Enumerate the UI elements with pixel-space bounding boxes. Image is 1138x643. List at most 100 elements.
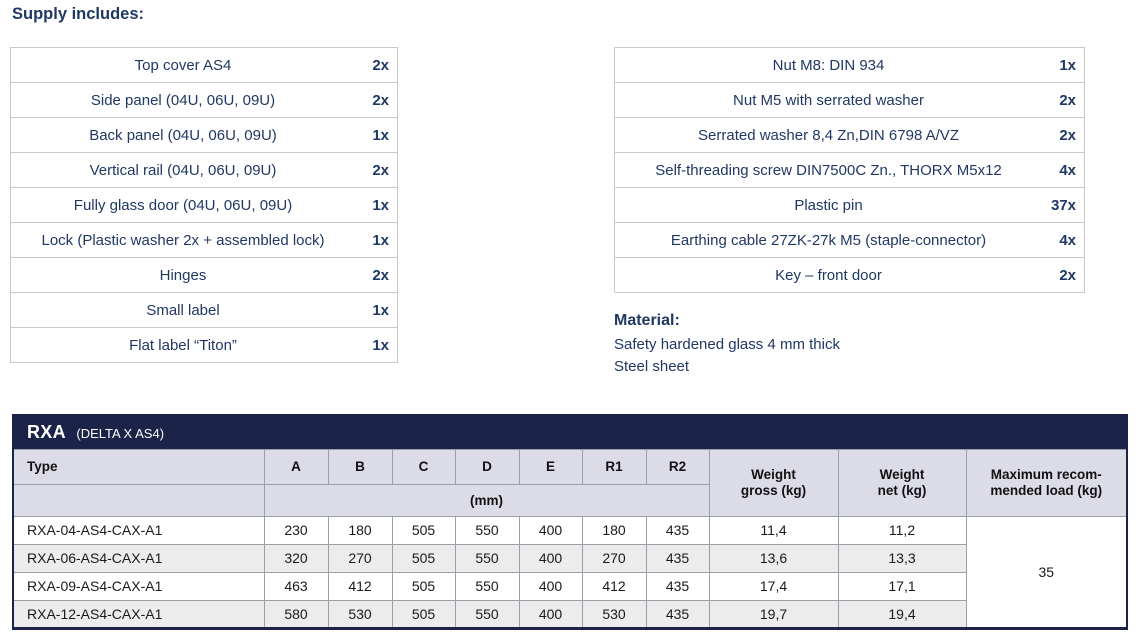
cell-max-load: 35 bbox=[965, 515, 1128, 629]
column-header-type: Type bbox=[12, 448, 265, 485]
supply-item-label: Plastic pin bbox=[794, 196, 863, 214]
column-header-weight-net: Weight net (kg) bbox=[837, 448, 967, 517]
cell-type: RXA-12-AS4-CAX-A1 bbox=[12, 599, 265, 629]
column-header-max-load: Maximum recom- mended load (kg) bbox=[965, 448, 1128, 517]
material-line: Safety hardened glass 4 mm thick bbox=[614, 336, 840, 353]
supply-row: Nut M8: DIN 934 1x bbox=[615, 48, 1084, 83]
cell-weight-net: 11,2 bbox=[837, 515, 967, 545]
supply-row: Lock (Plastic washer 2x + assembled lock… bbox=[11, 223, 397, 258]
cell-dim: 580 bbox=[263, 599, 329, 629]
table-row: RXA-06-AS4-CAX-A1 320 270 505 550 400 27… bbox=[12, 543, 1127, 573]
cell-dim: 550 bbox=[454, 543, 520, 573]
supply-row: Key – front door 2x bbox=[615, 258, 1084, 292]
supply-item-label: Fully glass door (04U, 06U, 09U) bbox=[73, 196, 293, 214]
column-header-e: E bbox=[518, 448, 583, 485]
table-row: RXA-04-AS4-CAX-A1 230 180 505 550 400 18… bbox=[12, 515, 1128, 629]
cell-dim: 400 bbox=[518, 515, 583, 545]
cell-dim: 230 bbox=[263, 515, 329, 545]
supply-item-qty: 4x bbox=[1059, 161, 1076, 179]
supply-row: Side panel (04U, 06U, 09U) 2x bbox=[11, 83, 397, 118]
supply-row: Top cover AS4 2x bbox=[11, 48, 397, 83]
cell-dim: 180 bbox=[581, 515, 647, 545]
cell-dim: 320 bbox=[263, 543, 329, 573]
cell-dim: 400 bbox=[518, 543, 583, 573]
table-row: RXA-12-AS4-CAX-A1 580 530 505 550 400 53… bbox=[12, 599, 1127, 629]
supply-item-label: Lock (Plastic washer 2x + assembled lock… bbox=[41, 231, 325, 249]
supply-row: Earthing cable 27ZK-27k M5 (staple-conne… bbox=[615, 223, 1084, 258]
supply-item-qty: 2x bbox=[372, 266, 389, 284]
column-header-b: B bbox=[327, 448, 393, 485]
cell-dim: 412 bbox=[327, 571, 393, 601]
cell-dim: 412 bbox=[581, 571, 647, 601]
cell-dim: 530 bbox=[581, 599, 647, 629]
cell-dim: 400 bbox=[518, 599, 583, 629]
max-load-line2: mended load (kg) bbox=[990, 482, 1103, 498]
column-header-r2: R2 bbox=[645, 448, 710, 485]
max-load-line1: Maximum recom- bbox=[990, 466, 1102, 482]
cell-dim: 400 bbox=[518, 571, 583, 601]
rxa-table: RXA (DELTA X AS4) Type A B C D E R1 R2 W… bbox=[12, 414, 1129, 630]
cell-dim: 270 bbox=[581, 543, 647, 573]
cell-type: RXA-06-AS4-CAX-A1 bbox=[12, 543, 265, 573]
supply-table-right: Nut M8: DIN 934 1x Nut M5 with serrated w… bbox=[614, 47, 1085, 293]
supply-item-qty: 1x bbox=[372, 301, 389, 319]
rxa-series-subtitle: (DELTA X AS4) bbox=[76, 425, 165, 441]
cell-dim: 435 bbox=[645, 571, 710, 601]
rxa-table-section: RXA (DELTA X AS4) Type A B C D E R1 R2 W… bbox=[12, 414, 1129, 630]
cell-dim: 505 bbox=[391, 599, 456, 629]
cell-type: RXA-09-AS4-CAX-A1 bbox=[12, 571, 265, 601]
column-header-d: D bbox=[454, 448, 520, 485]
cell-weight-gross: 17,4 bbox=[708, 571, 839, 601]
supply-item-label: Earthing cable 27ZK-27k M5 (staple-conne… bbox=[670, 231, 987, 249]
supply-row: Flat label “Titon” 1x bbox=[11, 328, 397, 362]
cell-weight-net: 13,3 bbox=[837, 543, 967, 573]
cell-dim: 270 bbox=[327, 543, 393, 573]
column-header-a: A bbox=[263, 448, 329, 485]
supply-item-qty: 2x bbox=[372, 91, 389, 109]
supply-table-left: Top cover AS4 2x Side panel (04U, 06U, 09… bbox=[10, 47, 398, 363]
cell-weight-gross: 11,4 bbox=[708, 515, 839, 545]
supply-row: Hinges 2x bbox=[11, 258, 397, 293]
supply-row: Serrated washer 8,4 Zn,DIN 6798 A/VZ 2x bbox=[615, 118, 1084, 153]
page-title: Supply includes: bbox=[12, 5, 145, 23]
supply-item-label: Hinges bbox=[159, 266, 207, 284]
supply-row: Plastic pin 37x bbox=[615, 188, 1084, 223]
rxa-title-bar: RXA (DELTA X AS4) bbox=[13, 415, 1128, 449]
supply-item-qty: 1x bbox=[1059, 56, 1076, 74]
supply-item-qty: 2x bbox=[1059, 126, 1076, 144]
cell-dim: 435 bbox=[645, 543, 710, 573]
weight-net-line2: net (kg) bbox=[877, 482, 927, 498]
supply-item-qty: 1x bbox=[372, 126, 389, 144]
supply-item-label: Nut M5 with serrated washer bbox=[733, 91, 924, 109]
column-header-weight-gross: Weight gross (kg) bbox=[708, 448, 839, 517]
cell-type: RXA-04-AS4-CAX-A1 bbox=[12, 515, 265, 545]
cell-dim: 435 bbox=[645, 515, 710, 545]
column-header-r1: R1 bbox=[581, 448, 647, 485]
cell-weight-net: 17,1 bbox=[837, 571, 967, 601]
supply-item-label: Small label bbox=[146, 301, 220, 319]
cell-dim: 180 bbox=[327, 515, 393, 545]
rxa-series-title: RXA bbox=[27, 421, 66, 442]
cell-dim: 435 bbox=[645, 599, 710, 629]
material-heading: Material: bbox=[614, 312, 680, 329]
cell-dim: 505 bbox=[391, 543, 456, 573]
supply-item-label: Side panel (04U, 06U, 09U) bbox=[90, 91, 276, 109]
supply-item-label: Vertical rail (04U, 06U, 09U) bbox=[89, 161, 277, 179]
weight-gross-line1: Weight bbox=[751, 466, 796, 482]
supply-item-label: Key – front door bbox=[775, 266, 882, 284]
supply-item-label: Self-threading screw DIN7500C Zn., THORX… bbox=[655, 161, 1002, 179]
cell-weight-net: 19,4 bbox=[837, 599, 967, 629]
supply-item-qty: 2x bbox=[1059, 266, 1076, 284]
empty-header-cell bbox=[12, 483, 265, 517]
supply-item-label: Flat label “Titon” bbox=[129, 336, 237, 354]
supply-row: Small label 1x bbox=[11, 293, 397, 328]
supply-item-label: Nut M8: DIN 934 bbox=[772, 56, 885, 74]
cell-dim: 505 bbox=[391, 571, 456, 601]
supply-item-label: Serrated washer 8,4 Zn,DIN 6798 A/VZ bbox=[698, 126, 959, 144]
supply-item-qty: 37x bbox=[1050, 196, 1076, 214]
supply-item-label: Top cover AS4 bbox=[134, 56, 232, 74]
supply-item-qty: 2x bbox=[372, 161, 389, 179]
supply-item-qty: 1x bbox=[372, 196, 389, 214]
supply-item-qty: 1x bbox=[372, 231, 389, 249]
cell-dim: 463 bbox=[263, 571, 329, 601]
